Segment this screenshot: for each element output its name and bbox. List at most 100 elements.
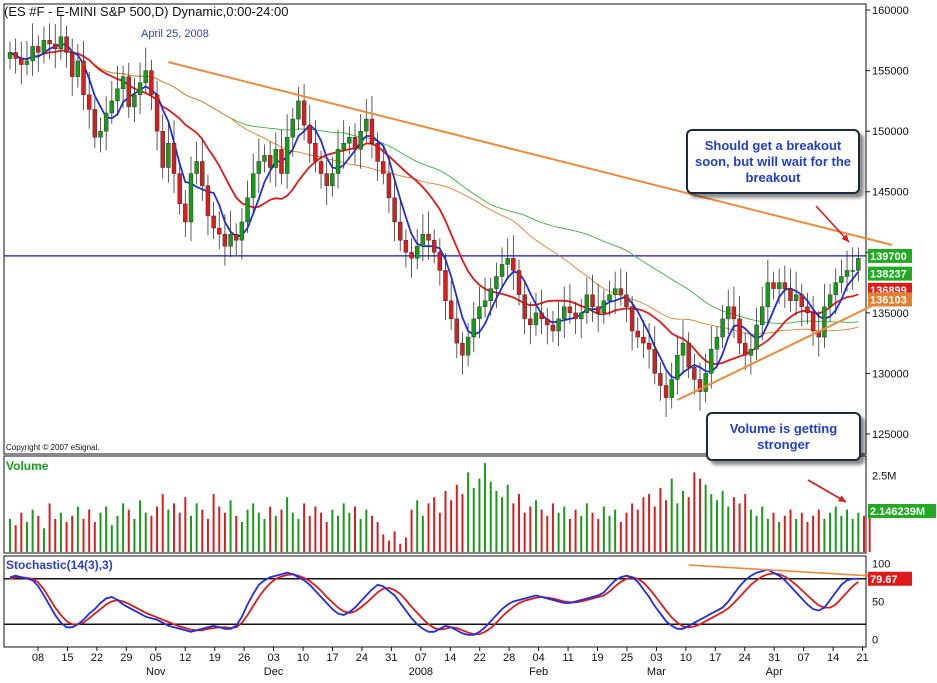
candle-body [629,306,635,332]
x-tick-label: 08 [32,652,44,664]
candle-body [426,233,431,241]
candle-body [137,82,143,96]
candle-body [454,318,459,344]
candle-body [324,173,329,186]
x-month-label: Apr [766,666,783,678]
candle-body [375,143,380,162]
candle-body [143,70,148,83]
candle-body [41,40,47,53]
candle-body [183,203,188,223]
candle-body [539,312,544,320]
candle-body [839,276,844,283]
volume-note: Volume is getting stronger [706,412,861,461]
candle-body [714,336,720,350]
stochastic-value-badge [868,571,912,586]
x-tick-label: 28 [503,652,515,664]
price-frame [3,3,867,455]
candle-body [86,94,92,110]
stochastic-panel: 100 50 0 79.67 [3,555,912,648]
x-month-label: Dec [264,666,284,678]
candle-body [431,239,437,253]
candle-body [799,294,804,307]
candle-body [279,149,284,174]
candle-body [692,367,697,380]
candle-body [301,100,307,126]
x-month-label: Feb [529,666,548,678]
price-ytick-label: 130000 [872,368,909,380]
candle-body [743,342,748,356]
x-tick-label: 03 [650,652,662,664]
candle-body [567,306,573,314]
candle-body [573,312,578,320]
candle-body [556,318,561,332]
x-tick-label: 05 [150,652,162,664]
candle-body [177,173,182,205]
x-tick-label: 22 [91,652,103,664]
candle-body [833,282,838,295]
candle-body [765,282,771,307]
x-axis: 08 15 22 29 05 12 19 26 03 10 17 24 31 07 14 22 28 04 11 19… [32,647,869,678]
candle-body [686,342,691,368]
x-tick-label: 07 [798,652,810,664]
candle-body [590,294,595,307]
candle-body [584,294,590,314]
candle-body [228,233,233,247]
volume-title: Volume [6,459,49,473]
stochastic-k-line [9,568,859,636]
x-month-label: Nov [146,666,166,678]
chart-date: April 25, 2008 [141,28,209,40]
candle-body [703,373,708,392]
candle-body [398,221,403,241]
price-value-label: 138237 [870,269,907,281]
x-tick-label: 04 [532,652,544,664]
x-tick-label: 12 [179,652,191,664]
candle-body [482,300,488,307]
candle-body [115,88,120,102]
candle-body [194,161,199,174]
candle-body [635,330,640,338]
candle-body [477,306,482,320]
chart-title: (ES #F - E-MINI S&P 500,D) Dynamic,0:00-… [4,4,288,19]
x-tick-label: 14 [444,652,456,664]
stochastic-title: Stochastic(14(3),3) [6,558,113,572]
candle-body [335,149,341,174]
candle-body [737,318,742,344]
candle-body [658,373,663,386]
x-tick-label: 22 [474,652,486,664]
stochastic-value-label: 79.67 [870,574,898,586]
price-panel: 1600001550001500001450001400001350001300… [3,3,912,455]
candle-body [296,100,301,120]
candle-body [748,348,754,356]
price-value-badge [868,292,912,307]
candle-body [788,288,793,301]
price-ytick-label: 145000 [872,187,909,199]
candle-body [720,318,725,338]
candle-body [103,112,109,132]
candle-body [499,264,505,277]
candle-body [669,379,674,398]
candle-body [810,312,816,332]
candle-body [618,288,624,295]
x-tick-label: 31 [385,652,397,664]
candle-body [234,233,239,241]
breakout-arrow [815,205,850,243]
candle-body [550,324,556,332]
price-ytick-label: 150000 [872,126,909,138]
candle-body [98,130,103,138]
candle-body [381,161,386,174]
candle-body [132,94,137,108]
candle-body [612,288,618,295]
x-tick-label: 19 [591,652,603,664]
candle-body [250,173,256,198]
candle-body [663,385,669,398]
x-tick-label: 15 [61,652,73,664]
candle-body [290,118,295,138]
candle-body [149,70,154,96]
candle-body [19,58,24,65]
candle-body [205,185,211,217]
candle-body [307,124,312,144]
copyright-text: Copyright © 2007 eSignal. [6,443,100,452]
candle-body [47,40,52,45]
candle-body [13,52,18,59]
